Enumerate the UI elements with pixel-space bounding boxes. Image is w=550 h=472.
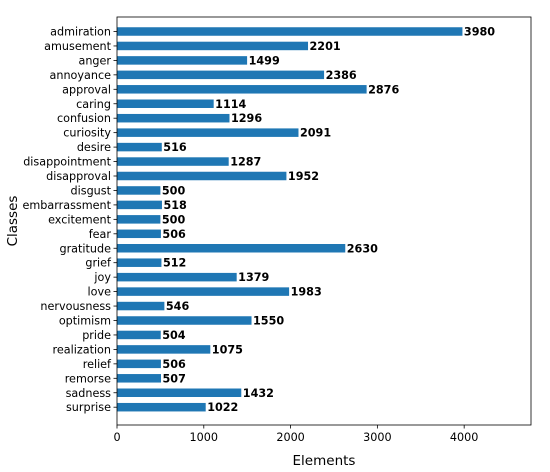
bar-remorse xyxy=(117,374,162,383)
value-label-surprise: 1022 xyxy=(207,401,238,414)
value-label-approval: 2876 xyxy=(368,83,399,96)
bar-caring xyxy=(117,99,214,108)
value-label-amusement: 2201 xyxy=(310,40,341,53)
category-label-anger: anger xyxy=(78,54,111,67)
category-label-disapproval: disapproval xyxy=(46,170,111,183)
bar-desire xyxy=(117,142,162,152)
bars-group xyxy=(117,27,463,412)
x-tick-label: 3000 xyxy=(363,431,391,444)
bar-amusement xyxy=(117,41,309,51)
bar-joy xyxy=(117,272,237,282)
value-label-anger: 1499 xyxy=(249,54,280,67)
category-label-approval: approval xyxy=(62,83,111,96)
x-tick-label: 0 xyxy=(113,431,120,444)
bar-gratitude xyxy=(117,244,346,253)
x-tick-label: 2000 xyxy=(276,431,304,444)
value-label-caring: 1114 xyxy=(215,98,246,111)
bar-confusion xyxy=(117,113,230,123)
value-label-annoyance: 2386 xyxy=(326,69,357,82)
category-label-gratitude: gratitude xyxy=(59,242,111,255)
bar-excitement xyxy=(117,215,161,224)
category-label-annoyance: annoyance xyxy=(50,69,112,82)
value-label-disappointment: 1287 xyxy=(230,156,261,169)
x-tick-label: 1000 xyxy=(190,431,218,444)
value-label-love: 1983 xyxy=(291,286,322,299)
category-label-embarrassment: embarrassment xyxy=(22,199,111,212)
bar-disappointment xyxy=(117,157,229,166)
x-axis-ticks: 0 1000 2000 3000 4000 xyxy=(113,425,478,444)
value-label-excitement: 500 xyxy=(162,213,186,226)
bar-sadness xyxy=(117,388,242,397)
category-label-joy: joy xyxy=(93,271,111,284)
bar-annoyance xyxy=(117,70,325,80)
bar-grief xyxy=(117,258,162,267)
category-label-sadness: sadness xyxy=(66,387,112,400)
category-label-optimism: optimism xyxy=(59,315,111,328)
value-label-pride: 504 xyxy=(162,329,186,342)
category-label-desire: desire xyxy=(77,141,111,154)
category-label-love: love xyxy=(88,286,112,299)
category-label-admiration: admiration xyxy=(50,26,111,39)
category-label-excitement: excitement xyxy=(48,213,112,226)
category-label-pride: pride xyxy=(82,329,111,342)
value-label-disgust: 500 xyxy=(162,184,186,197)
category-label-nervousness: nervousness xyxy=(40,300,111,313)
value-label-gratitude: 2630 xyxy=(347,242,378,255)
category-label-curiosity: curiosity xyxy=(63,127,111,140)
value-label-nervousness: 546 xyxy=(166,300,190,313)
category-label-surprise: surprise xyxy=(66,401,111,414)
value-label-embarrassment: 518 xyxy=(163,199,187,212)
bar-love xyxy=(117,287,290,296)
bar-approval xyxy=(117,85,367,94)
bar-optimism xyxy=(117,316,252,325)
value-label-desire: 516 xyxy=(163,141,187,154)
bar-curiosity xyxy=(117,128,299,137)
category-label-remorse: remorse xyxy=(65,372,111,385)
value-label-optimism: 1550 xyxy=(253,315,284,328)
value-label-curiosity: 2091 xyxy=(300,127,331,140)
value-label-admiration: 3980 xyxy=(464,26,495,39)
bar-embarrassment xyxy=(117,200,162,210)
bar-surprise xyxy=(117,402,206,412)
category-label-realization: realization xyxy=(53,343,111,356)
value-label-confusion: 1296 xyxy=(231,112,262,125)
x-axis-title: Elements xyxy=(293,453,356,469)
value-label-joy: 1379 xyxy=(238,271,269,284)
bar-nervousness xyxy=(117,301,165,311)
y-axis-title: Classes xyxy=(5,196,21,247)
value-label-fear: 506 xyxy=(162,228,186,241)
value-label-grief: 512 xyxy=(163,257,186,270)
value-label-disapproval: 1952 xyxy=(288,170,319,183)
plot-area-frame xyxy=(116,16,532,426)
category-label-disappointment: disappointment xyxy=(23,156,111,169)
x-tick-label: 4000 xyxy=(450,431,478,444)
category-label-amusement: amusement xyxy=(44,40,111,53)
category-label-caring: caring xyxy=(76,98,111,111)
category-label-fear: fear xyxy=(89,228,112,241)
bar-pride xyxy=(117,330,161,340)
bar-realization xyxy=(117,345,211,354)
bar-anger xyxy=(117,56,248,65)
bar-disapproval xyxy=(117,171,287,181)
category-label-confusion: confusion xyxy=(57,112,111,125)
bar-disgust xyxy=(117,186,161,195)
value-label-realization: 1075 xyxy=(212,343,243,356)
value-label-remorse: 507 xyxy=(163,372,186,385)
bar-fear xyxy=(117,229,161,239)
value-label-sadness: 1432 xyxy=(243,387,274,400)
value-label-relief: 506 xyxy=(162,358,186,371)
category-label-grief: grief xyxy=(85,257,112,270)
category-label-disgust: disgust xyxy=(71,184,112,197)
bar-admiration xyxy=(117,27,463,36)
bar-relief xyxy=(117,359,161,369)
category-label-relief: relief xyxy=(83,358,112,371)
